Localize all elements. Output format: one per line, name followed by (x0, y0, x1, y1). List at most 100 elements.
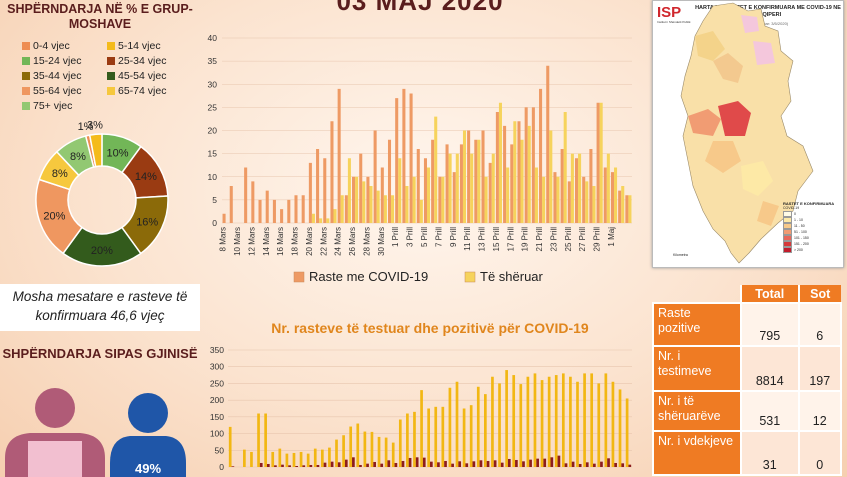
x-tick-label: 19 Prill (521, 227, 530, 252)
legend-item: 55-64 vjec (22, 85, 81, 97)
legend-label: 45-54 vjec (118, 70, 167, 82)
case-bar-0 (524, 107, 528, 223)
map-subtitle: (Aktualizuar: 3/5/2020) (747, 21, 789, 26)
test-bar-1 (373, 461, 376, 467)
case-bar-0 (531, 107, 535, 223)
map-legend-sub: COVID-19 (783, 206, 800, 210)
test-bar-0 (313, 448, 317, 467)
map-legend-item: 51 - 100 (783, 229, 841, 235)
case-bar-1 (534, 167, 538, 223)
row-total: 795 (740, 302, 800, 347)
row-label: Raste pozitive (652, 302, 742, 347)
map-legend-label: 11 - 50 (794, 223, 805, 228)
isp-logo: ISP Instituti i Shëndetit Publik (657, 5, 691, 24)
test-bar-0 (547, 376, 551, 467)
legend-item: 75+ vjec (22, 100, 72, 112)
y-tick-label: 25 (208, 102, 218, 112)
legend-item: 35-44 vjec (22, 70, 81, 82)
case-bar-1 (513, 121, 517, 223)
map-legend-label: 151 - 200 (794, 241, 809, 246)
test-bar-0 (583, 373, 586, 467)
y-tick-label: 0 (212, 218, 217, 228)
case-bar-1 (319, 218, 323, 223)
case-bar-1 (311, 213, 315, 223)
table-row: Nr. i vdekjeve 31 0 (652, 430, 842, 476)
test-bar-0 (356, 423, 360, 467)
test-bar-0 (590, 373, 594, 467)
test-bar-0 (285, 453, 289, 467)
donut-slice-label: 8% (52, 168, 68, 180)
test-bar-1 (515, 459, 518, 467)
legend-label: 15-24 vjec (33, 55, 82, 67)
row-label: Nr. i të shëruarëve (652, 390, 742, 432)
legend-swatch (22, 57, 30, 65)
test-bar-0 (250, 451, 253, 467)
y-tick-label: 10 (208, 172, 218, 182)
test-bar-0 (406, 413, 409, 467)
case-bar-0 (294, 195, 298, 223)
case-bar-1 (599, 102, 603, 223)
test-bar-1 (486, 460, 490, 467)
test-bar-1 (479, 460, 483, 467)
stats-header-row: Total Sot (653, 285, 841, 303)
stats-header-today: Sot (797, 285, 841, 303)
stats-header-total: Total (740, 285, 799, 303)
test-bar-0 (413, 411, 416, 467)
case-bar-0 (574, 158, 579, 223)
test-bar-0 (434, 406, 438, 467)
test-bar-0 (448, 387, 452, 467)
test-bar-0 (292, 452, 296, 467)
case-bar-1 (434, 116, 438, 223)
case-bar-0 (481, 130, 485, 223)
case-bar-0 (503, 125, 507, 223)
y-tick-label: 250 (210, 378, 224, 388)
map-legend-swatch (783, 241, 792, 247)
test-bar-1 (274, 465, 277, 467)
map-legend-item: 101 - 150 (783, 235, 841, 241)
legend-swatch (22, 87, 30, 95)
test-bar-0 (349, 426, 353, 467)
test-bar-1 (408, 457, 412, 467)
test-bar-1 (415, 457, 419, 467)
case-bar-1 (355, 176, 359, 223)
case-bar-0 (380, 167, 384, 223)
case-bar-1 (412, 176, 416, 223)
test-bar-0 (462, 408, 466, 467)
case-bar-0 (366, 176, 370, 223)
case-bar-0 (553, 172, 557, 223)
test-bar-0 (512, 375, 516, 467)
donut-slice (55, 135, 95, 177)
test-bar-0 (384, 437, 388, 467)
case-bar-0 (603, 167, 607, 223)
test-bar-1 (231, 466, 235, 467)
case-bar-0 (323, 158, 327, 223)
test-bar-0 (505, 370, 508, 467)
test-bar-1 (295, 465, 299, 467)
case-bar-1 (427, 167, 431, 223)
case-bar-0 (438, 176, 442, 223)
case-bar-1 (578, 153, 582, 223)
test-bar-0 (299, 451, 303, 467)
test-bar-0 (427, 408, 430, 467)
test-bar-1 (444, 460, 447, 467)
x-tick-label: 22 Mars (319, 227, 328, 256)
x-tick-label: 11 Prill (463, 227, 472, 251)
row-label: Nr. i testimeve (652, 345, 742, 392)
case-bar-1 (362, 181, 366, 223)
case-bar-1 (491, 153, 495, 223)
test-bar-1 (529, 459, 532, 467)
legend-item: 0-4 vjec (22, 40, 70, 52)
test-bar-1 (394, 462, 398, 467)
map-legend-item: 0 (783, 211, 841, 217)
case-bar-1 (520, 139, 524, 223)
mean-age-text: Mosha mesatare e rasteve të konfirmuara … (12, 289, 188, 323)
test-bar-0 (306, 453, 310, 467)
y-tick-label: 350 (210, 345, 224, 355)
case-bar-0 (431, 139, 435, 223)
donut-slice-label: 14% (135, 171, 157, 183)
map-legend-label: 101 - 150 (794, 235, 809, 240)
map-scale: Kilometra (673, 253, 688, 257)
test-bar-0 (569, 376, 572, 467)
legend-swatch (107, 87, 115, 95)
row-today: 6 (797, 302, 842, 347)
